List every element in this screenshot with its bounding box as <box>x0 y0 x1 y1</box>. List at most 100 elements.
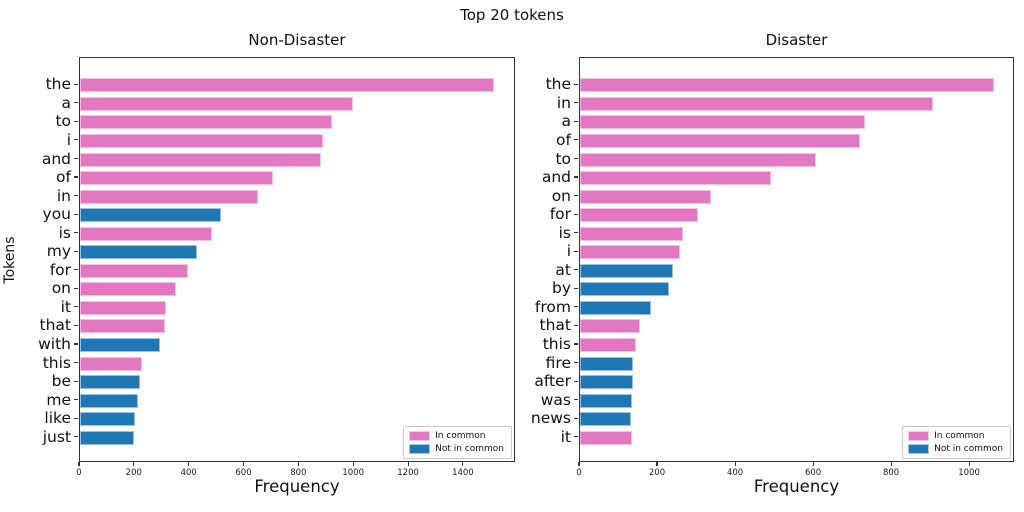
y-tick-mark <box>74 213 78 215</box>
x-tick-label: 1000 <box>342 468 364 478</box>
x-tick-mark <box>133 462 135 466</box>
ytick-label-the: the <box>545 75 571 94</box>
legend-entry-in_common: In common <box>409 431 504 441</box>
y-tick-mark <box>74 306 78 308</box>
bar-and <box>80 152 322 167</box>
ytick-label-at: at <box>555 260 571 279</box>
legend-swatch-not_in_common <box>409 444 431 454</box>
bar-is <box>580 226 683 241</box>
ytick-label-fire: fire <box>545 353 571 372</box>
x-tick-mark <box>297 462 299 466</box>
bar-a <box>80 96 353 111</box>
y-tick-mark <box>574 380 578 382</box>
subplot-title: Non-Disaster <box>248 31 346 49</box>
y-tick-mark <box>74 176 78 178</box>
x-tick-mark <box>188 462 190 466</box>
bar-this <box>580 338 636 352</box>
ytick-label-this: this <box>42 353 71 372</box>
y-tick-mark <box>574 195 578 197</box>
x-tick-mark <box>242 462 245 466</box>
bar-i <box>580 245 680 260</box>
y-tick-mark <box>74 269 78 271</box>
y-tick-mark <box>574 120 578 122</box>
bar-in <box>80 189 259 204</box>
ytick-label-was: was <box>540 390 571 409</box>
bar-you <box>80 208 222 223</box>
y-tick-mark <box>574 269 578 271</box>
y-tick-mark <box>74 343 78 345</box>
y-tick-mark <box>574 361 578 364</box>
bar-was <box>580 393 632 408</box>
ytick-label-be: be <box>51 372 71 391</box>
y-tick-mark <box>74 399 78 401</box>
ytick-label-for: for <box>49 260 71 279</box>
ytick-label-in: in <box>556 93 571 112</box>
legend: In common Not in common <box>902 426 1011 459</box>
bar-after <box>580 375 633 390</box>
ytick-label-to: to <box>555 149 571 168</box>
ytick-label-a: a <box>61 93 72 112</box>
y-tick-mark <box>574 83 578 85</box>
bar-on <box>80 282 176 297</box>
ytick-label-to: to <box>55 112 71 131</box>
legend-swatch-not_in_common <box>908 444 930 454</box>
ytick-label-i: i <box>66 130 71 149</box>
x-axis-label: Frequency <box>753 477 840 496</box>
bar-at <box>580 263 673 278</box>
bar-of <box>580 133 861 148</box>
bar-news <box>580 412 631 427</box>
y-tick-mark <box>574 232 578 234</box>
y-tick-mark <box>574 213 578 215</box>
ytick-label-my: my <box>46 242 71 261</box>
plot-area <box>579 57 1014 462</box>
bar-it <box>580 430 632 445</box>
bar-from <box>580 300 651 315</box>
x-tick-mark <box>812 462 814 466</box>
x-tick-label: 200 <box>648 468 666 478</box>
legend-label-not_in_common: Not in common <box>435 444 504 454</box>
legend-label-not_in_common: Not in common <box>934 444 1003 454</box>
x-tick-mark <box>462 462 464 466</box>
y-tick-mark <box>574 157 578 160</box>
x-tick-mark <box>407 462 409 466</box>
legend-entry-in_common: In common <box>908 431 1003 441</box>
bar-that <box>580 319 640 334</box>
ytick-label-that: that <box>39 316 71 335</box>
x-tick-mark <box>352 462 354 466</box>
ytick-label-of: of <box>556 130 571 149</box>
ytick-label-just: just <box>42 427 71 446</box>
y-tick-mark <box>74 436 78 438</box>
bar-to <box>80 115 333 130</box>
x-tick-mark <box>656 462 658 466</box>
y-tick-mark <box>74 361 78 364</box>
y-tick-mark <box>74 120 78 122</box>
ytick-label-from: from <box>534 297 571 316</box>
y-tick-mark <box>574 250 578 252</box>
y-tick-mark <box>74 139 78 141</box>
subplot-title: Disaster <box>765 31 828 49</box>
y-tick-mark <box>574 343 578 345</box>
ytick-label-for: for <box>549 205 571 224</box>
bar-fire <box>580 356 634 371</box>
x-tick-label: 600 <box>235 468 252 478</box>
ytick-label-like: like <box>44 409 71 428</box>
y-tick-mark <box>574 102 578 104</box>
x-tick-label: 400 <box>180 468 197 478</box>
y-tick-mark <box>74 380 78 382</box>
ytick-label-it: it <box>560 427 571 446</box>
bar-like <box>80 412 135 427</box>
y-tick-mark <box>74 232 78 234</box>
x-tick-label: 800 <box>882 468 900 478</box>
ytick-label-news: news <box>530 409 571 428</box>
bar-a <box>580 115 865 130</box>
bar-just <box>80 430 134 445</box>
ytick-label-a: a <box>561 112 572 131</box>
y-axis-label: Tokens <box>2 235 18 284</box>
ytick-label-me: me <box>46 390 71 409</box>
bar-on <box>580 189 711 204</box>
ytick-label-this: this <box>542 335 571 353</box>
x-tick-mark <box>968 462 970 466</box>
y-tick-mark <box>574 139 578 141</box>
bar-is <box>80 226 212 241</box>
